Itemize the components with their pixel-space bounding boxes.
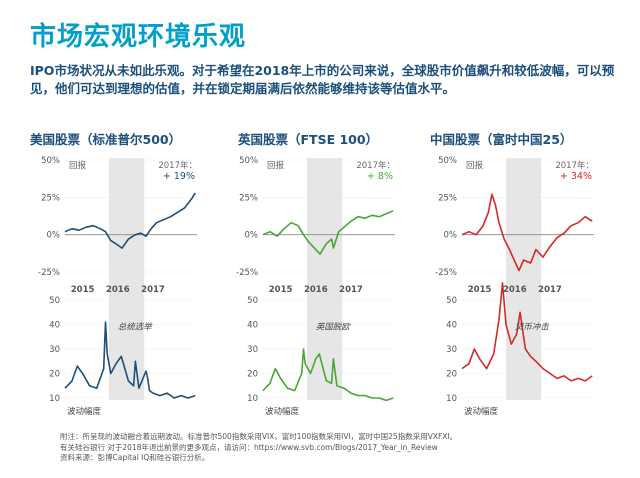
returns-label: 回报 [69,160,87,171]
highlight-band [506,158,542,400]
x-tick-label: 2016 [503,285,527,295]
x-tick-label: 2017 [141,285,165,295]
y-tick-label: 50 [247,296,258,306]
highlight-band [307,158,343,400]
y-tick-label: -25% [236,268,258,278]
y-tick-label: 50 [446,296,457,306]
returns-line [64,192,196,249]
x-tick-label: 2016 [304,285,328,295]
y-tick-label: 40 [247,321,258,331]
y-tick-label: 0% [245,231,259,241]
returns-label: 回报 [267,160,285,171]
y-tick-label: 10 [49,394,60,404]
y-tick-label: 10 [446,394,457,404]
y-tick-label: 40 [446,321,457,331]
intro-paragraph: IPO市场状况从未如此乐观。对于希望在2018年上市的公司来说，全球股市价值飙升… [30,63,615,96]
y-tick-label: 20 [247,370,258,380]
highlight-band [109,158,145,400]
y-tick-label: 50% [41,156,60,166]
y-tick-label: 30 [49,345,60,355]
y-tick-label: 0% [47,231,61,241]
y-tick-label: 50% [239,156,258,166]
x-tick-label: 2017 [538,285,562,295]
y-tick-label: -25% [38,268,60,278]
y-tick-label: 20 [446,370,457,380]
returns-label: 回报 [466,160,484,171]
annotation-year: 2017年： [555,160,594,171]
volatility-line [64,321,196,399]
y-tick-label: 25% [438,193,457,203]
y-tick-label: 20 [49,370,60,380]
volatility-label: 波动幅度 [265,406,300,417]
annotation-value: + 19% [163,171,195,182]
y-tick-label: 25% [239,193,258,203]
footnote-line-3: 资料来源：彭博Capital IQ和硅谷银行分析。 [60,453,210,462]
volatility-line [461,282,593,382]
annotation-year: 2017年： [158,160,197,171]
returns-line [461,193,593,272]
y-tick-label: 30 [247,345,258,355]
panel-title-us: 美国股票（标准普尔500） [30,132,182,147]
volatility-line [262,348,394,402]
y-tick-label: 25% [41,193,60,203]
x-tick-label: 2015 [269,285,293,295]
volatility-label: 波动幅度 [67,406,102,417]
y-tick-label: 50 [49,296,60,306]
x-tick-label: 2017 [339,285,363,295]
footnote-line-2: 有关硅谷银行 对于2018年退出前景的更多观点，请访问：https://www.… [60,442,438,452]
y-tick-label: -25% [435,268,457,278]
page-title: 市场宏观环境乐观 [30,22,247,52]
y-tick-label: 30 [446,345,457,355]
x-tick-label: 2015 [468,285,492,295]
volatility-label: 波动幅度 [464,406,499,417]
annotation-value: + 8% [367,171,393,182]
annotation-year: 2017年： [356,160,395,171]
panel-title-uk: 英国股票（FTSE 100） [238,132,379,147]
annotation-value: + 34% [560,171,592,182]
x-tick-label: 2016 [106,285,130,295]
y-tick-label: 0% [444,231,458,241]
footnote-line-1: 附注：所呈现的波动融合着远期波动。标准普尔500指数采用VIX，富时100指数采… [60,432,458,441]
event-annotation: 英国脱欧 [316,321,352,332]
footnote: 附注：所呈现的波动融合着远期波动。标准普尔500指数采用VIX，富时100指数采… [60,432,457,464]
x-tick-label: 2015 [71,285,95,295]
panel-title-china: 中国股票（富时中国25） [430,132,573,147]
event-annotation: 总统选举 [118,321,154,332]
returns-line [262,210,394,255]
y-tick-label: 10 [247,394,258,404]
y-tick-label: 40 [49,321,60,331]
y-tick-label: 50% [438,156,457,166]
event-annotation: 货币冲击 [515,321,550,332]
